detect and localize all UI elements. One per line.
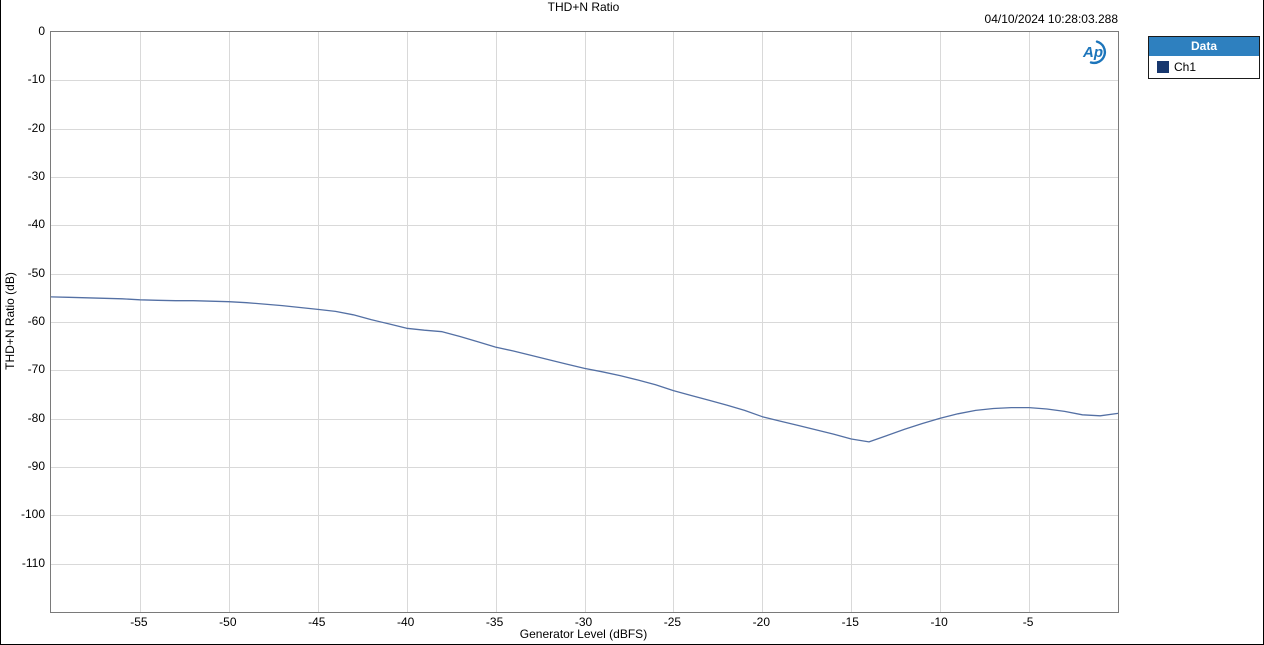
y-tick-label: -80 (27, 410, 45, 425)
y-tick-label: -10 (27, 72, 45, 87)
x-tick-label: -5 (1022, 615, 1034, 629)
x-tick-label: -25 (663, 615, 682, 629)
series-line-ch1 (51, 296, 1118, 443)
x-axis-label: Generator Level (dBFS) (519, 627, 648, 641)
y-tick-label: -20 (27, 120, 45, 135)
y-tick-label: -100 (20, 507, 45, 522)
chart-title: THD+N Ratio (547, 0, 620, 14)
y-tick-label: 0 (38, 24, 45, 38)
x-tick-label: -50 (219, 615, 237, 629)
legend-box: Data Ch1 (1148, 36, 1260, 79)
y-tick-label: -40 (27, 217, 45, 232)
legend-entry-ch1[interactable]: Ch1 (1149, 56, 1259, 78)
x-tick-label: -40 (396, 615, 415, 629)
y-tick-label: -30 (27, 169, 45, 183)
x-tick-label: -55 (130, 615, 148, 629)
legend-entry-label: Ch1 (1174, 60, 1197, 74)
y-tick-label: -50 (27, 265, 45, 280)
x-tick-label: -15 (841, 615, 859, 629)
audio-precision-logo-icon: Ap (1082, 40, 1107, 65)
y-tick-label: -110 (21, 555, 45, 570)
x-tick-label: -30 (574, 615, 593, 629)
x-tick-label: -20 (752, 615, 770, 629)
legend-swatch-icon (1157, 61, 1169, 73)
y-tick-label: -90 (27, 459, 45, 473)
chart-canvas (51, 32, 1118, 612)
legend-header: Data (1149, 37, 1259, 56)
plot-area[interactable]: Ap (50, 31, 1119, 613)
y-tick-label: -60 (27, 314, 45, 328)
x-tick-label: -35 (485, 615, 504, 629)
timestamp: 04/10/2024 10:28:03.288 (984, 12, 1118, 26)
y-tick-label: -70 (27, 362, 45, 377)
x-tick-label: -45 (308, 615, 326, 629)
svg-text:Ap: Ap (1082, 44, 1103, 61)
x-tick-label: -10 (930, 615, 948, 629)
legend-body: Ch1 (1149, 56, 1259, 78)
